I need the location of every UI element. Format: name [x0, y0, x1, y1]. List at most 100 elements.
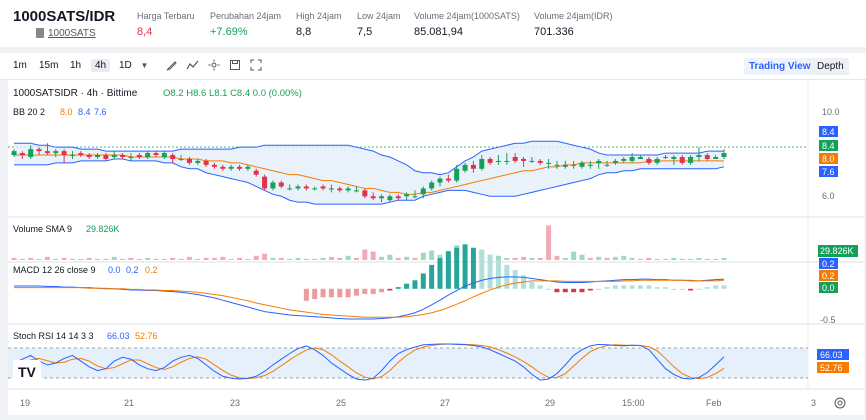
volume-bar: [295, 257, 301, 260]
candle-body: [245, 166, 251, 169]
candle-body: [287, 188, 293, 190]
time-tick: 23: [230, 398, 240, 408]
volume-bar: [387, 254, 393, 260]
candle-body: [437, 178, 443, 183]
svg-text:8.0: 8.0: [822, 154, 835, 164]
time-axis: 19 21 23 25 27 29 15:00 Feb 3: [20, 398, 816, 408]
candle-body: [161, 153, 167, 157]
volume-bar: [587, 257, 593, 260]
volume-bar: [320, 257, 326, 260]
macd-histogram-bar: [379, 288, 385, 293]
price-label-blue-top: 8.4: [819, 126, 838, 137]
macd-histogram-bar: [387, 288, 393, 291]
macd-histogram-bar: [479, 249, 485, 289]
volume-bar: [696, 257, 702, 260]
chart-area[interactable]: 1000SATSIDR · 4h · Bittime O8.2 H8.6 L8.…: [0, 80, 864, 415]
volume-bar: [111, 256, 117, 260]
volume-bar: [713, 258, 719, 260]
interval-1d[interactable]: 1D: [119, 60, 132, 71]
volume-bar: [512, 257, 518, 260]
candle-body: [345, 188, 351, 191]
candle-body: [103, 155, 109, 159]
time-tick: 25: [336, 398, 346, 408]
volume-bar: [53, 258, 59, 260]
interval-1h[interactable]: 1h: [70, 60, 82, 71]
volume-bar: [688, 258, 694, 260]
volume-bar: [28, 257, 34, 260]
macd-histogram-bar: [554, 288, 560, 293]
macd-tick: -0.5: [820, 315, 836, 325]
macd-legend-v3: 0.2: [145, 265, 158, 275]
price-label-blue-bottom: 7.6: [819, 166, 838, 177]
volume-bar: [412, 257, 418, 260]
volume-bar: [120, 258, 126, 260]
macd-histogram-bar: [429, 264, 435, 289]
bb-legend-v3: 7.6: [94, 107, 107, 117]
trading-view-button[interactable]: Trading View: [744, 58, 816, 75]
volume-bar: [220, 256, 226, 260]
volume-bar: [504, 257, 510, 260]
volume-bar: [370, 251, 376, 260]
volume-bar: [228, 258, 234, 260]
depth-button[interactable]: Depth: [812, 58, 849, 75]
candle-body: [713, 157, 719, 159]
candle-body: [546, 162, 552, 164]
candle-body: [128, 157, 134, 158]
bb-lower-line: [14, 158, 725, 205]
macd-histogram-bar: [704, 287, 710, 289]
candle-body: [278, 182, 284, 187]
candle-body: [195, 160, 201, 163]
candle-body: [596, 160, 602, 163]
snapshot-icon[interactable]: [228, 59, 241, 72]
macd-axis-label-green: 0.0: [819, 282, 838, 293]
stat-high-24h: High 24jam 8,8: [296, 11, 342, 38]
macd-histogram-bar: [546, 288, 552, 290]
candle-body: [646, 158, 652, 163]
volume-bar: [571, 251, 577, 260]
candle-body: [420, 188, 426, 195]
interval-4h[interactable]: 4h: [91, 59, 111, 72]
macd-legend-name: MACD 12 26 close 9: [13, 265, 96, 275]
volume-bar: [579, 254, 585, 260]
volume-bar: [704, 258, 710, 260]
price-chart[interactable]: 1000SATSIDR · 4h · Bittime O8.2 H8.6 L8.…: [0, 80, 864, 415]
candle-body: [86, 155, 92, 157]
indicator-icon[interactable]: [186, 59, 199, 72]
macd-histogram-bar: [495, 259, 501, 289]
candle-body: [303, 186, 309, 189]
bb-legend-name: BB 20 2: [13, 107, 45, 117]
candle-body: [688, 157, 694, 163]
bollinger-bands: [14, 140, 725, 205]
candle-body: [220, 166, 226, 169]
interval-15m[interactable]: 15m: [39, 60, 59, 71]
candle-body: [111, 155, 117, 157]
macd-histogram-bar: [328, 288, 334, 298]
candle-body: [328, 188, 334, 190]
time-tick: Feb: [706, 398, 722, 408]
draw-icon[interactable]: [165, 59, 178, 72]
price-label-green: 8.4: [819, 140, 838, 151]
chevron-down-icon[interactable]: ▼: [140, 61, 149, 70]
macd-axis-label-orange: 0.2: [819, 270, 838, 281]
pair-title: 1000SATS/IDR: [13, 8, 116, 25]
candle-body: [320, 186, 326, 189]
fullscreen-icon[interactable]: [249, 59, 262, 72]
candle-body: [353, 190, 359, 192]
macd-histogram-bar: [404, 283, 410, 289]
macd-histogram-bar: [562, 288, 568, 293]
stat-volume-coin: Volume 24jam(1000SATS) 85.081,94: [414, 11, 520, 38]
svg-text:0.0: 0.0: [822, 283, 835, 293]
volume-bar: [161, 258, 167, 260]
candle-body: [370, 196, 376, 199]
macd-histogram-bar: [362, 288, 368, 294]
pair-link[interactable]: 1000SATS: [48, 28, 96, 39]
svg-text:0.2: 0.2: [822, 271, 835, 281]
macd-histogram-bar: [696, 288, 702, 290]
macd-histogram-bar: [579, 288, 585, 293]
settings-icon[interactable]: [207, 59, 220, 72]
candle-body: [11, 151, 17, 156]
time-tick: 19: [20, 398, 30, 408]
volume-bar: [203, 257, 209, 260]
interval-1m[interactable]: 1m: [13, 60, 27, 71]
macd-histogram-bar: [629, 285, 635, 289]
